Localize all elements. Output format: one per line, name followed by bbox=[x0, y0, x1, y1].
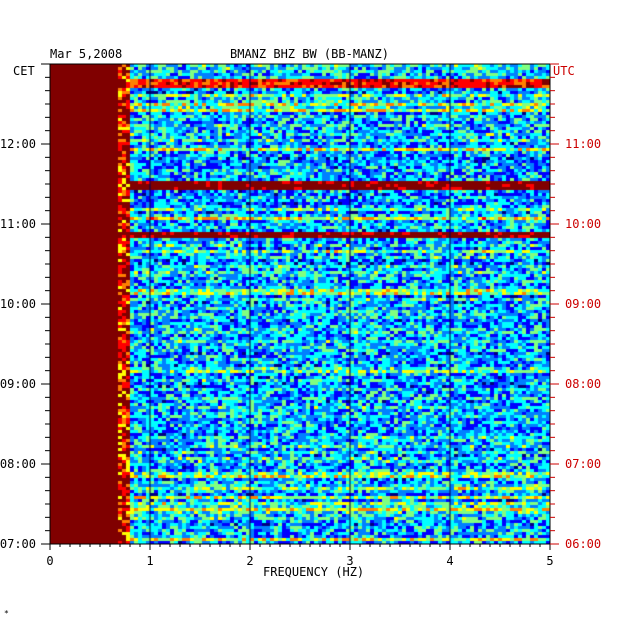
right-tick-label: 11:00 bbox=[565, 137, 601, 151]
x-tick-label: 0 bbox=[46, 554, 53, 568]
footer-mark: * bbox=[4, 609, 9, 618]
right-zone-label: UTC bbox=[553, 64, 575, 78]
left-zone-label: CET bbox=[13, 64, 35, 78]
left-tick-label: 11:00 bbox=[0, 217, 36, 231]
left-tick-label: 12:00 bbox=[0, 137, 36, 151]
right-tick-label: 08:00 bbox=[565, 377, 601, 391]
x-axis-label: FREQUENCY (HZ) bbox=[263, 565, 364, 579]
x-tick-label: 4 bbox=[446, 554, 453, 568]
x-tick-label: 5 bbox=[546, 554, 553, 568]
right-tick-label: 10:00 bbox=[565, 217, 601, 231]
spectrogram-heatmap bbox=[50, 64, 550, 544]
left-tick-label: 08:00 bbox=[0, 457, 36, 471]
left-tick-label: 10:00 bbox=[0, 297, 36, 311]
x-tick-label: 2 bbox=[246, 554, 253, 568]
plot-frame bbox=[49, 63, 551, 545]
left-tick-label: 07:00 bbox=[0, 537, 36, 551]
chart-title: BMANZ BHZ BW (BB-MANZ) bbox=[230, 47, 389, 61]
date-label: Mar 5,2008 bbox=[50, 47, 122, 61]
right-tick-label: 06:00 bbox=[565, 537, 601, 551]
right-tick-label: 07:00 bbox=[565, 457, 601, 471]
right-tick-label: 09:00 bbox=[565, 297, 601, 311]
x-tick-label: 1 bbox=[146, 554, 153, 568]
left-tick-label: 09:00 bbox=[0, 377, 36, 391]
x-tick-label: 3 bbox=[346, 554, 353, 568]
